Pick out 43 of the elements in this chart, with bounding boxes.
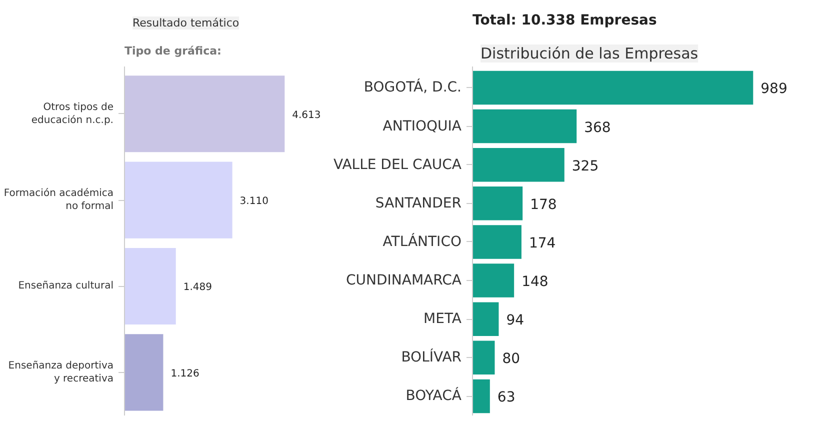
y-tick-label: ANTIOQUIA [382, 118, 462, 134]
data-label: 63 [497, 390, 516, 406]
data-label: 174 [528, 235, 556, 252]
y-tick-label: BOLÍVAR [401, 348, 462, 366]
bar [472, 378, 491, 414]
data-label: 80 [502, 351, 520, 368]
data-label: 989 [760, 81, 788, 98]
data-label: 148 [522, 274, 548, 290]
y-tick-label: Otros tipos de educación n.c.p. [31, 102, 114, 126]
bar [472, 186, 524, 222]
bar [124, 74, 286, 154]
data-label: 325 [572, 158, 599, 174]
chart-title: Resultado temático [132, 16, 240, 30]
data-label: 94 [506, 312, 524, 329]
y-tick-label: ATLÁNTICO [382, 232, 462, 250]
bar [124, 333, 164, 412]
y-tick-label: CUNDINAMARCA [346, 272, 462, 289]
bar [472, 301, 500, 337]
data-label: 1.489 [183, 282, 212, 294]
y-tick-label: META [424, 311, 462, 328]
y-tick-label: BOYACÁ [406, 387, 462, 404]
data-label: 368 [584, 120, 611, 136]
bar [124, 246, 177, 326]
y-tick-label: Enseñanza deportiva y recreativa [8, 360, 114, 385]
chart-title: Distribución de las Empresas [480, 44, 698, 62]
y-tick-label: BOGOTÁ, D.C. [364, 78, 462, 96]
data-label: 1.126 [170, 368, 200, 380]
data-label: 3.110 [240, 196, 268, 208]
y-tick-label: Enseñanza cultural [18, 280, 114, 292]
bar [124, 160, 234, 240]
y-tick-label: SANTANDER [375, 195, 462, 212]
y-tick-label: Formación académica no formal [4, 188, 114, 212]
bar [472, 146, 566, 183]
data-label: 178 [530, 196, 557, 213]
bar [472, 262, 516, 298]
bar [472, 224, 522, 260]
text: Total: 10.338 Empresas [472, 12, 657, 28]
y-tick-label: VALLE DEL CAUCA [334, 156, 462, 173]
data-label: 4.613 [292, 110, 321, 121]
chart-subtitle: Tipo de gráfica: [124, 44, 222, 58]
bar [472, 340, 496, 376]
bar [472, 70, 754, 106]
bar [472, 108, 578, 144]
